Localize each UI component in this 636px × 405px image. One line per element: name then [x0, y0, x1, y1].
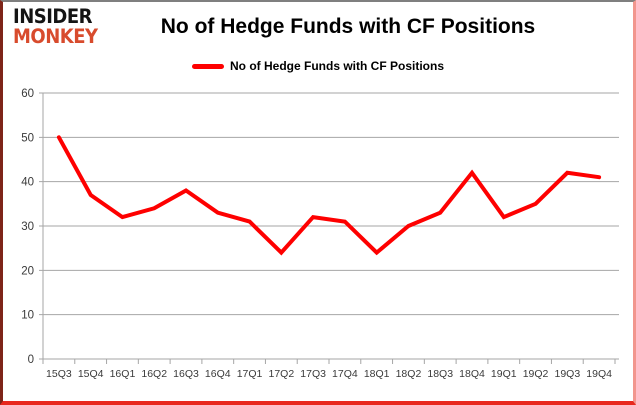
x-tick-label: 19Q1	[491, 368, 517, 380]
y-tick-label: 10	[21, 310, 34, 322]
chart-title: No of Hedge Funds with CF Positions	[160, 15, 536, 38]
x-tick-label: 17Q1	[237, 368, 263, 380]
y-tick-label: 30	[21, 221, 34, 233]
x-tick-label: 18Q4	[459, 368, 485, 380]
x-tick-label: 16Q2	[141, 368, 167, 380]
x-tick-label: 17Q2	[268, 368, 294, 380]
x-tick-label: 16Q4	[205, 368, 231, 380]
x-tick-label: 16Q3	[173, 368, 199, 380]
x-tick-label: 18Q3	[427, 368, 453, 380]
x-tick-label: 18Q2	[396, 368, 422, 380]
x-tick-label: 18Q1	[364, 368, 390, 380]
legend-series-label: No of Hedge Funds with CF Positions	[230, 59, 444, 73]
x-tick-label: 16Q1	[110, 368, 136, 380]
x-tick-label: 15Q4	[78, 368, 104, 380]
x-tick-label: 17Q4	[332, 368, 358, 380]
insider-monkey-logo: INSIDER MONKEY	[13, 5, 98, 49]
logo-line-monkey: MONKEY	[13, 25, 98, 49]
logo-line-insider: INSIDER	[13, 5, 93, 29]
line-chart: 0 10 20 30 40 50 60 15Q3 15Q4 16Q1 16Q2 16Q3 16Q4 17Q…	[21, 88, 619, 380]
legend: No of Hedge Funds with CF Positions	[3, 58, 633, 74]
y-tick-label: 40	[21, 177, 34, 189]
y-tick-label: 20	[21, 265, 34, 277]
x-tick-label: 19Q2	[523, 368, 549, 380]
legend-line-swatch	[192, 63, 224, 69]
y-tick-label: 50	[21, 132, 34, 144]
x-tick-label: 17Q3	[300, 368, 326, 380]
x-tick-label: 19Q3	[554, 368, 580, 380]
y-tick-label: 60	[21, 88, 34, 100]
y-tick-label: 0	[28, 354, 34, 366]
data-line	[56, 135, 602, 256]
x-tick-label: 15Q3	[46, 368, 72, 380]
x-tick-label: 19Q4	[586, 368, 612, 380]
